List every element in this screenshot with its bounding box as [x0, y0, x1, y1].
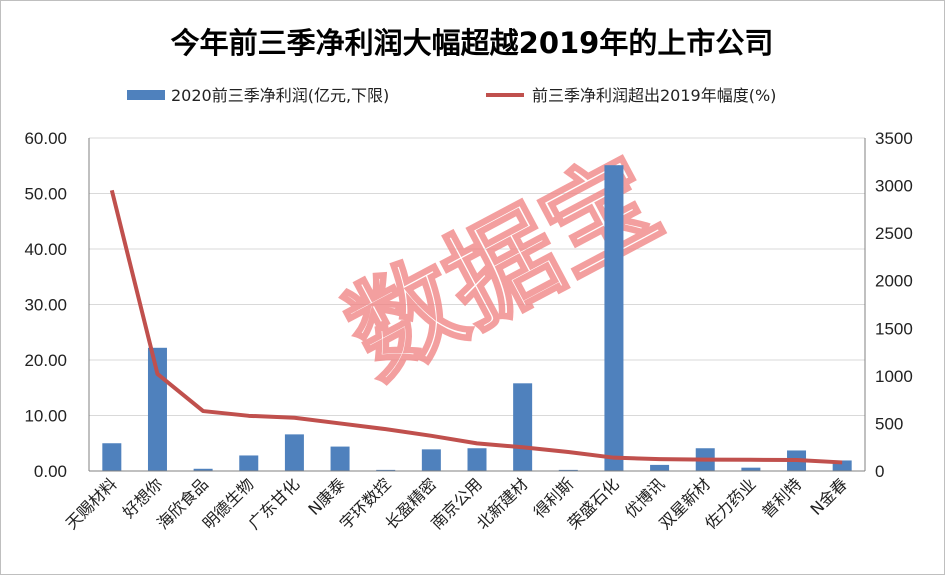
bar	[376, 469, 396, 471]
bar	[239, 455, 259, 471]
right-tick-label: 3500	[875, 129, 913, 148]
bar	[193, 468, 213, 471]
bar	[741, 467, 761, 471]
right-tick-label: 2500	[875, 224, 913, 243]
left-tick-label: 50.00	[24, 185, 67, 204]
bar	[284, 434, 304, 471]
category-label: 广东甘化	[245, 474, 304, 533]
category-label: 荣盛石化	[564, 474, 623, 533]
legend-bar-label: 2020前三季净利润(亿元,下限)	[171, 86, 389, 105]
right-tick-label: 1000	[875, 367, 913, 386]
legend-line-label: 前三季净利润超出2019年幅度(%)	[532, 86, 776, 105]
bar	[650, 464, 670, 471]
chart-title: 今年前三季净利润大幅超越2019年的上市公司	[171, 26, 774, 60]
category-label: 北新建材	[473, 474, 532, 533]
category-label: N金春	[806, 474, 851, 519]
line-series-path	[109, 189, 843, 465]
right-tick-label: 2000	[875, 272, 913, 291]
right-tick-label: 0	[875, 462, 884, 481]
right-tick-label: 500	[875, 414, 903, 433]
left-tick-label: 40.00	[24, 240, 67, 259]
left-tick-label: 20.00	[24, 351, 67, 370]
category-label: 天赐材料	[62, 474, 121, 533]
line-series	[109, 189, 843, 465]
category-label: 普利特	[758, 474, 805, 521]
right-tick-label: 1500	[875, 319, 913, 338]
left-tick-label: 0.00	[34, 462, 67, 481]
legend-bar-swatch	[127, 90, 165, 100]
watermark: 数据宝	[326, 132, 680, 403]
watermark-text: 数据宝	[327, 133, 678, 401]
left-tick-label: 60.00	[24, 129, 67, 148]
bar	[604, 165, 624, 471]
right-axis-ticks: 0 500 1000 1500 2000 2500 3000 3500	[875, 129, 913, 481]
legend: 2020前三季净利润(亿元,下限) 前三季净利润超出2019年幅度(%)	[127, 86, 776, 105]
bar	[102, 443, 122, 471]
bar	[467, 448, 487, 471]
gridlines	[89, 137, 865, 416]
left-tick-label: 30.00	[24, 296, 67, 315]
left-axis-ticks: 0.00 10.00 20.00 30.00 40.00 50.00 60.00	[24, 129, 67, 481]
axes	[88, 138, 866, 472]
bar	[832, 460, 852, 471]
category-label: 佐力药业	[701, 474, 760, 533]
bar	[558, 469, 578, 471]
bar	[421, 449, 441, 471]
bar-series	[102, 165, 852, 471]
bar	[330, 446, 350, 471]
right-tick-label: 3000	[875, 177, 913, 196]
left-tick-label: 10.00	[24, 407, 67, 426]
bar	[513, 383, 533, 471]
